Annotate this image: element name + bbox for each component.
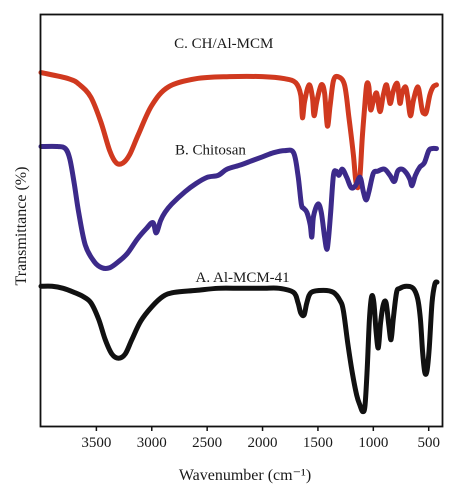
series-annotation: C. CH/Al-MCM [174, 36, 273, 52]
x-tick-label: 2000 [248, 435, 278, 451]
plot-frame [39, 13, 444, 428]
series-annotation: A. Al-MCM-41 [196, 270, 290, 286]
series-line-3 [38, 279, 440, 415]
x-tick-label: 2500 [192, 435, 222, 451]
x-tick-label: 500 [417, 435, 440, 451]
x-ticks: 3500 3000 2500 2000 1500 1000 500 [81, 426, 440, 451]
series-annotation: B. Chitosan [175, 143, 246, 159]
series-layer [38, 70, 440, 415]
x-tick-label: 3000 [137, 435, 167, 451]
series-line-2 [38, 143, 439, 272]
y-axis-title: Transmittance (%) [13, 167, 30, 286]
x-tick-label: 3500 [81, 435, 111, 451]
x-axis-title: Wavenumber (cm⁻¹) [179, 467, 311, 484]
x-tick-label: 1500 [303, 435, 333, 451]
annotations: C. CH/Al-MCM B. Chitosan A. Al-MCM-41 [174, 36, 290, 286]
x-tick-label: 1000 [358, 435, 388, 451]
series-line-1 [38, 70, 439, 191]
